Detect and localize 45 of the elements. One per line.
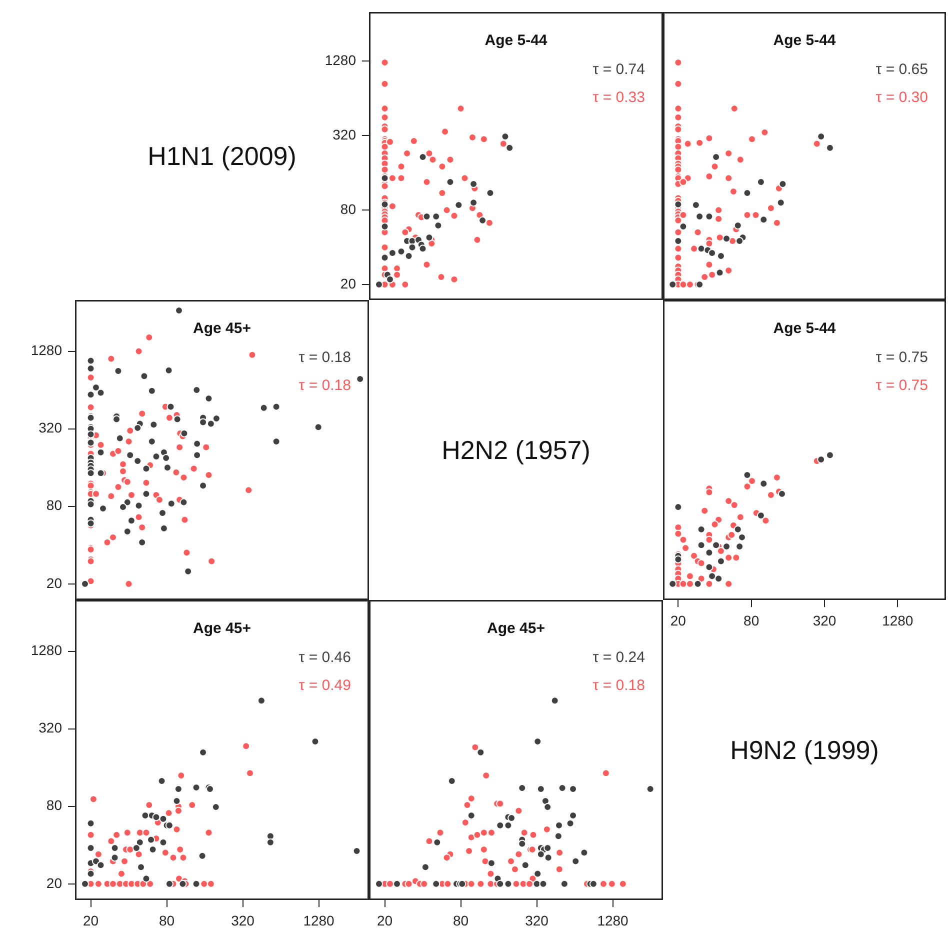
x-tick-label: 20 xyxy=(670,612,686,628)
text: τ = 0.46 xyxy=(298,648,351,668)
text: τ = 0.49 xyxy=(298,676,351,696)
text: Age 5-44 xyxy=(772,32,837,49)
text: τ = 0.33 xyxy=(592,88,645,108)
x-tick-label: 320 xyxy=(525,912,549,928)
series-label: τ = 0.18 xyxy=(298,348,351,368)
y-tick-label: 1280 xyxy=(30,642,62,658)
y-tick-label: 80 xyxy=(46,497,62,514)
y-tick-label: 1280 xyxy=(324,52,356,68)
x-tick-label: 80 xyxy=(744,612,760,628)
y-tick-label: 320 xyxy=(38,720,62,736)
text: Age 5-44 xyxy=(772,320,837,337)
y-tick-label: 80 xyxy=(340,200,356,217)
x-tick-label: 80 xyxy=(158,912,175,928)
y-tick-label: 80 xyxy=(46,797,62,814)
text: τ = 0.75 xyxy=(876,348,928,368)
x-tick-label: 1280 xyxy=(882,612,914,628)
text: Age 5-44 xyxy=(484,32,548,49)
text: τ = 0.18 xyxy=(592,676,645,696)
x-tick-label: 20 xyxy=(376,912,393,928)
text: H2N2 (1957) xyxy=(442,434,590,466)
y-tick-label: 320 xyxy=(332,126,356,143)
text: τ = 0.30 xyxy=(876,88,928,108)
x-tick-label: 20 xyxy=(82,912,99,928)
text: Age 45+ xyxy=(486,620,546,637)
text: τ = 0.24 xyxy=(592,648,645,668)
x-tick-label: 320 xyxy=(812,612,836,628)
text: τ = 0.74 xyxy=(592,60,645,80)
x-tick-label: 1280 xyxy=(303,912,335,928)
y-tick-label: 320 xyxy=(38,420,62,436)
y-tick-label: 1280 xyxy=(30,342,62,358)
text: τ = 0.75 xyxy=(876,376,928,396)
x-tick-label: 1280 xyxy=(597,912,629,928)
x-tick-label: 320 xyxy=(231,912,255,928)
x-tick-label: 80 xyxy=(452,912,469,928)
text: τ = 0.65 xyxy=(876,60,928,80)
text: Age 45+ xyxy=(192,320,252,337)
text: H1N1 (2009) xyxy=(148,140,296,172)
text: Age 45+ xyxy=(192,620,252,637)
y-tick-label: 20 xyxy=(340,275,356,292)
y-tick-label: 20 xyxy=(46,574,62,591)
y-tick-label: 20 xyxy=(46,874,62,891)
text: H9N2 (1999) xyxy=(730,734,879,766)
text: τ = 0.18 xyxy=(298,376,351,396)
